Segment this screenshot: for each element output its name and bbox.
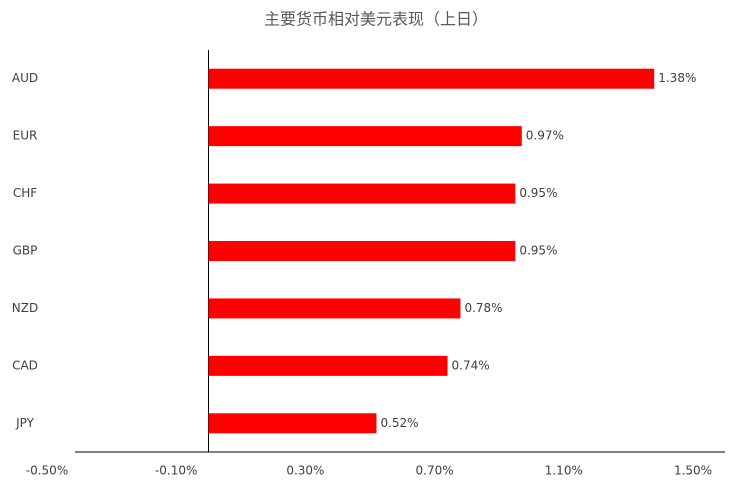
bar <box>208 355 448 376</box>
x-tick-label: 0.30% <box>286 464 324 478</box>
y-tick-label: GBP <box>13 244 38 258</box>
chart-title: 主要货币相对美元表现（上日） <box>264 10 488 29</box>
bar <box>208 183 516 204</box>
data-label: 0.78% <box>464 301 502 315</box>
data-label: 0.74% <box>452 358 490 372</box>
y-tick-label: AUD <box>12 71 38 85</box>
x-tick-label: 1.10% <box>545 464 583 478</box>
x-tick-label: -0.10% <box>155 464 197 478</box>
x-tick-label: 1.50% <box>674 464 712 478</box>
y-tick-label: JPY <box>15 416 35 430</box>
y-tick-label: EUR <box>13 129 38 143</box>
y-tick-label: NZD <box>12 301 38 315</box>
bar <box>208 126 522 147</box>
x-tick-label: -0.50% <box>26 464 68 478</box>
data-label: 0.97% <box>526 129 564 143</box>
bar <box>208 298 461 319</box>
x-tick-label: 0.70% <box>416 464 454 478</box>
bar <box>208 413 377 434</box>
data-label: 0.95% <box>519 244 557 258</box>
data-label: 1.38% <box>658 71 696 85</box>
bar <box>208 68 655 89</box>
y-tick-label: CAD <box>12 358 38 372</box>
bar <box>208 241 516 261</box>
y-tick-label: CHF <box>13 186 37 200</box>
data-label: 0.95% <box>519 186 557 200</box>
data-label: 0.52% <box>380 416 418 430</box>
